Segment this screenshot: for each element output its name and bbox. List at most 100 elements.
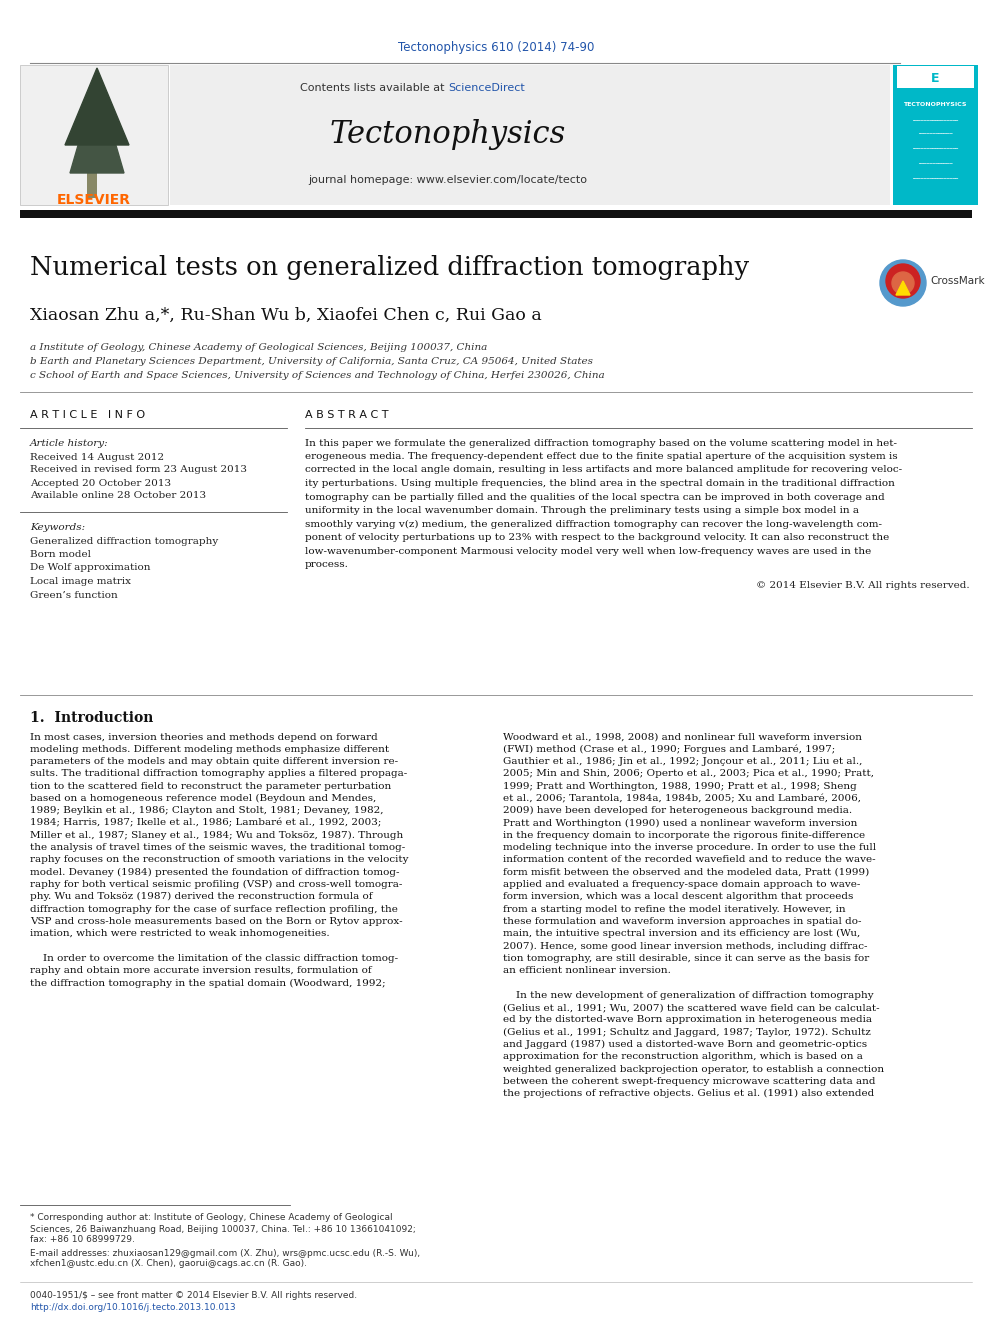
Bar <box>897 66 974 89</box>
Text: applied and evaluated a frequency-space domain approach to wave-: applied and evaluated a frequency-space … <box>503 880 860 889</box>
Text: Accepted 20 October 2013: Accepted 20 October 2013 <box>30 479 172 487</box>
Text: parameters of the models and may obtain quite different inversion re-: parameters of the models and may obtain … <box>30 757 398 766</box>
Text: and Jaggard (1987) used a distorted-wave Born and geometric-optics: and Jaggard (1987) used a distorted-wave… <box>503 1040 867 1049</box>
Text: * Corresponding author at: Institute of Geology, Chinese Academy of Geological: * Corresponding author at: Institute of … <box>30 1213 393 1222</box>
Text: erogeneous media. The frequency-dependent effect due to the finite spatial apert: erogeneous media. The frequency-dependen… <box>305 452 898 460</box>
Text: these formulation and waveform inversion approaches in spatial do-: these formulation and waveform inversion… <box>503 917 861 926</box>
Text: tion tomography, are still desirable, since it can serve as the basis for: tion tomography, are still desirable, si… <box>503 954 869 963</box>
Text: ────────────: ──────────── <box>918 160 952 165</box>
Text: ed by the distorted-wave Born approximation in heterogeneous media: ed by the distorted-wave Born approximat… <box>503 1015 872 1024</box>
Text: Received in revised form 23 August 2013: Received in revised form 23 August 2013 <box>30 466 247 475</box>
Text: Generalized diffraction tomography: Generalized diffraction tomography <box>30 537 218 545</box>
Text: form misfit between the observed and the modeled data, Pratt (1999): form misfit between the observed and the… <box>503 868 869 877</box>
Text: TECTONOPHYSICS: TECTONOPHYSICS <box>904 102 967 107</box>
Text: the analysis of travel times of the seismic waves, the traditional tomog-: the analysis of travel times of the seis… <box>30 843 406 852</box>
Text: VSP and cross-hole measurements based on the Born or Rytov approx-: VSP and cross-hole measurements based on… <box>30 917 403 926</box>
Text: Local image matrix: Local image matrix <box>30 577 131 586</box>
Text: from a starting model to refine the model iteratively. However, in: from a starting model to refine the mode… <box>503 905 845 914</box>
Text: based on a homogeneous reference model (Beydoun and Mendes,: based on a homogeneous reference model (… <box>30 794 376 803</box>
Text: main, the intuitive spectral inversion and its efficiency are lost (Wu,: main, the intuitive spectral inversion a… <box>503 929 860 938</box>
Text: (FWI) method (Crase et al., 1990; Forgues and Lambaré, 1997;: (FWI) method (Crase et al., 1990; Forgue… <box>503 745 835 754</box>
Text: raphy focuses on the reconstruction of smooth variations in the velocity: raphy focuses on the reconstruction of s… <box>30 856 409 864</box>
Text: Numerical tests on generalized diffraction tomography: Numerical tests on generalized diffracti… <box>30 255 749 280</box>
Text: et al., 2006; Tarantola, 1984a, 1984b, 2005; Xu and Lambaré, 2006,: et al., 2006; Tarantola, 1984a, 1984b, 2… <box>503 794 861 803</box>
Text: Tectonophysics: Tectonophysics <box>330 119 566 151</box>
Text: Available online 28 October 2013: Available online 28 October 2013 <box>30 492 206 500</box>
Text: modeling methods. Different modeling methods emphasize different: modeling methods. Different modeling met… <box>30 745 389 754</box>
Text: Contents lists available at: Contents lists available at <box>300 83 448 93</box>
Text: in the frequency domain to incorporate the rigorous finite-difference: in the frequency domain to incorporate t… <box>503 831 865 840</box>
Text: A B S T R A C T: A B S T R A C T <box>305 410 389 419</box>
Text: uniformity in the local wavenumber domain. Through the preliminary tests using a: uniformity in the local wavenumber domai… <box>305 505 859 515</box>
Text: ity perturbations. Using multiple frequencies, the blind area in the spectral do: ity perturbations. Using multiple freque… <box>305 479 895 488</box>
Text: between the coherent swept-frequency microwave scattering data and: between the coherent swept-frequency mic… <box>503 1077 876 1086</box>
Text: corrected in the local angle domain, resulting in less artifacts and more balanc: corrected in the local angle domain, res… <box>305 466 902 475</box>
Polygon shape <box>65 67 129 146</box>
Text: weighted generalized backprojection operator, to establish a connection: weighted generalized backprojection oper… <box>503 1065 884 1073</box>
Text: (Gelius et al., 1991; Schultz and Jaggard, 1987; Taylor, 1972). Schultz: (Gelius et al., 1991; Schultz and Jaggar… <box>503 1028 871 1037</box>
Text: form inversion, which was a local descent algorithm that proceeds: form inversion, which was a local descen… <box>503 893 853 901</box>
Text: Pratt and Worthington (1990) used a nonlinear waveform inversion: Pratt and Worthington (1990) used a nonl… <box>503 819 857 828</box>
Text: http://dx.doi.org/10.1016/j.tecto.2013.10.013: http://dx.doi.org/10.1016/j.tecto.2013.1… <box>30 1303 236 1312</box>
Bar <box>20 210 972 218</box>
Text: E-mail addresses: zhuxiaosan129@gmail.com (X. Zhu), wrs@pmc.ucsc.edu (R.-S. Wu),: E-mail addresses: zhuxiaosan129@gmail.co… <box>30 1249 421 1257</box>
Text: b Earth and Planetary Sciences Department, University of California, Santa Cruz,: b Earth and Planetary Sciences Departmen… <box>30 357 593 366</box>
Bar <box>170 65 890 205</box>
Text: ELSEVIER: ELSEVIER <box>57 193 131 206</box>
Text: phy. Wu and Toksöz (1987) derived the reconstruction formula of: phy. Wu and Toksöz (1987) derived the re… <box>30 892 373 901</box>
Text: A R T I C L E   I N F O: A R T I C L E I N F O <box>30 410 145 419</box>
Polygon shape <box>70 79 124 173</box>
Text: sults. The traditional diffraction tomography applies a filtered propaga-: sults. The traditional diffraction tomog… <box>30 770 408 778</box>
Text: diffraction tomography for the case of surface reflection profiling, the: diffraction tomography for the case of s… <box>30 905 398 914</box>
Text: Article history:: Article history: <box>30 438 109 447</box>
Text: ────────────────: ──────────────── <box>912 118 958 123</box>
Text: c School of Earth and Space Sciences, University of Sciences and Technology of C: c School of Earth and Space Sciences, Un… <box>30 372 605 381</box>
Text: 1.  Introduction: 1. Introduction <box>30 710 154 725</box>
Circle shape <box>892 273 914 294</box>
Text: ponent of velocity perturbations up to 23% with respect to the background veloci: ponent of velocity perturbations up to 2… <box>305 533 889 542</box>
Text: Keywords:: Keywords: <box>30 523 85 532</box>
Text: 1999; Pratt and Worthington, 1988, 1990; Pratt et al., 1998; Sheng: 1999; Pratt and Worthington, 1988, 1990;… <box>503 782 857 791</box>
Text: In most cases, inversion theories and methods depend on forward: In most cases, inversion theories and me… <box>30 733 378 741</box>
Bar <box>20 65 168 205</box>
Text: 2007). Hence, some good linear inversion methods, including diffrac-: 2007). Hence, some good linear inversion… <box>503 942 867 951</box>
Text: process.: process. <box>305 560 349 569</box>
Text: information content of the recorded wavefield and to reduce the wave-: information content of the recorded wave… <box>503 856 876 864</box>
Text: (Gelius et al., 1991; Wu, 2007) the scattered wave field can be calculat-: (Gelius et al., 1991; Wu, 2007) the scat… <box>503 1003 880 1012</box>
Polygon shape <box>896 280 910 295</box>
Bar <box>87 173 97 198</box>
Text: Gauthier et al., 1986; Jin et al., 1992; Jonçour et al., 2011; Liu et al.,: Gauthier et al., 1986; Jin et al., 1992;… <box>503 757 862 766</box>
Text: raphy and obtain more accurate inversion results, formulation of: raphy and obtain more accurate inversion… <box>30 966 372 975</box>
Text: approximation for the reconstruction algorithm, which is based on a: approximation for the reconstruction alg… <box>503 1052 863 1061</box>
Text: the projections of refractive objects. Gelius et al. (1991) also extended: the projections of refractive objects. G… <box>503 1089 874 1098</box>
Text: an efficient nonlinear inversion.: an efficient nonlinear inversion. <box>503 966 671 975</box>
Text: E: E <box>930 71 939 85</box>
Text: ────────────────: ──────────────── <box>912 146 958 151</box>
Text: ────────────: ──────────── <box>918 131 952 135</box>
Text: © 2014 Elsevier B.V. All rights reserved.: © 2014 Elsevier B.V. All rights reserved… <box>756 582 970 590</box>
Text: ScienceDirect: ScienceDirect <box>448 83 525 93</box>
Circle shape <box>880 261 926 306</box>
Text: xfchen1@ustc.edu.cn (X. Chen), gaorui@cags.ac.cn (R. Gao).: xfchen1@ustc.edu.cn (X. Chen), gaorui@ca… <box>30 1259 307 1269</box>
Text: raphy for both vertical seismic profiling (VSP) and cross-well tomogra-: raphy for both vertical seismic profilin… <box>30 880 403 889</box>
Text: smoothly varying v(z) medium, the generalized diffraction tomography can recover: smoothly varying v(z) medium, the genera… <box>305 520 882 529</box>
Text: journal homepage: www.elsevier.com/locate/tecto: journal homepage: www.elsevier.com/locat… <box>309 175 587 185</box>
Text: tion to the scattered field to reconstruct the parameter perturbation: tion to the scattered field to reconstru… <box>30 782 391 791</box>
Text: Green’s function: Green’s function <box>30 590 118 599</box>
Text: tomography can be partially filled and the qualities of the local spectra can be: tomography can be partially filled and t… <box>305 492 885 501</box>
Text: De Wolf approximation: De Wolf approximation <box>30 564 151 573</box>
Text: the diffraction tomography in the spatial domain (Woodward, 1992;: the diffraction tomography in the spatia… <box>30 979 386 987</box>
Text: 1984; Harris, 1987; Ikelle et al., 1986; Lambaré et al., 1992, 2003;: 1984; Harris, 1987; Ikelle et al., 1986;… <box>30 819 381 828</box>
Text: Sciences, 26 Baiwanzhuang Road, Beijing 100037, China. Tel.: +86 10 13661041092;: Sciences, 26 Baiwanzhuang Road, Beijing … <box>30 1225 416 1233</box>
Text: In this paper we formulate the generalized diffraction tomography based on the v: In this paper we formulate the generaliz… <box>305 438 897 447</box>
Text: CrossMark: CrossMark <box>930 277 985 286</box>
Text: In the new development of generalization of diffraction tomography: In the new development of generalization… <box>503 991 874 1000</box>
Text: Xiaosan Zhu a,*, Ru-Shan Wu b, Xiaofei Chen c, Rui Gao a: Xiaosan Zhu a,*, Ru-Shan Wu b, Xiaofei C… <box>30 307 542 324</box>
Text: Tectonophysics 610 (2014) 74-90: Tectonophysics 610 (2014) 74-90 <box>398 41 594 54</box>
Text: Woodward et al., 1998, 2008) and nonlinear full waveform inversion: Woodward et al., 1998, 2008) and nonline… <box>503 733 862 741</box>
Text: ────────────────: ──────────────── <box>912 176 958 180</box>
Text: a Institute of Geology, Chinese Academy of Geological Sciences, Beijing 100037, : a Institute of Geology, Chinese Academy … <box>30 344 487 352</box>
Circle shape <box>886 265 920 298</box>
Text: 0040-1951/$ – see front matter © 2014 Elsevier B.V. All rights reserved.: 0040-1951/$ – see front matter © 2014 El… <box>30 1290 357 1299</box>
Text: model. Devaney (1984) presented the foundation of diffraction tomog-: model. Devaney (1984) presented the foun… <box>30 868 400 877</box>
